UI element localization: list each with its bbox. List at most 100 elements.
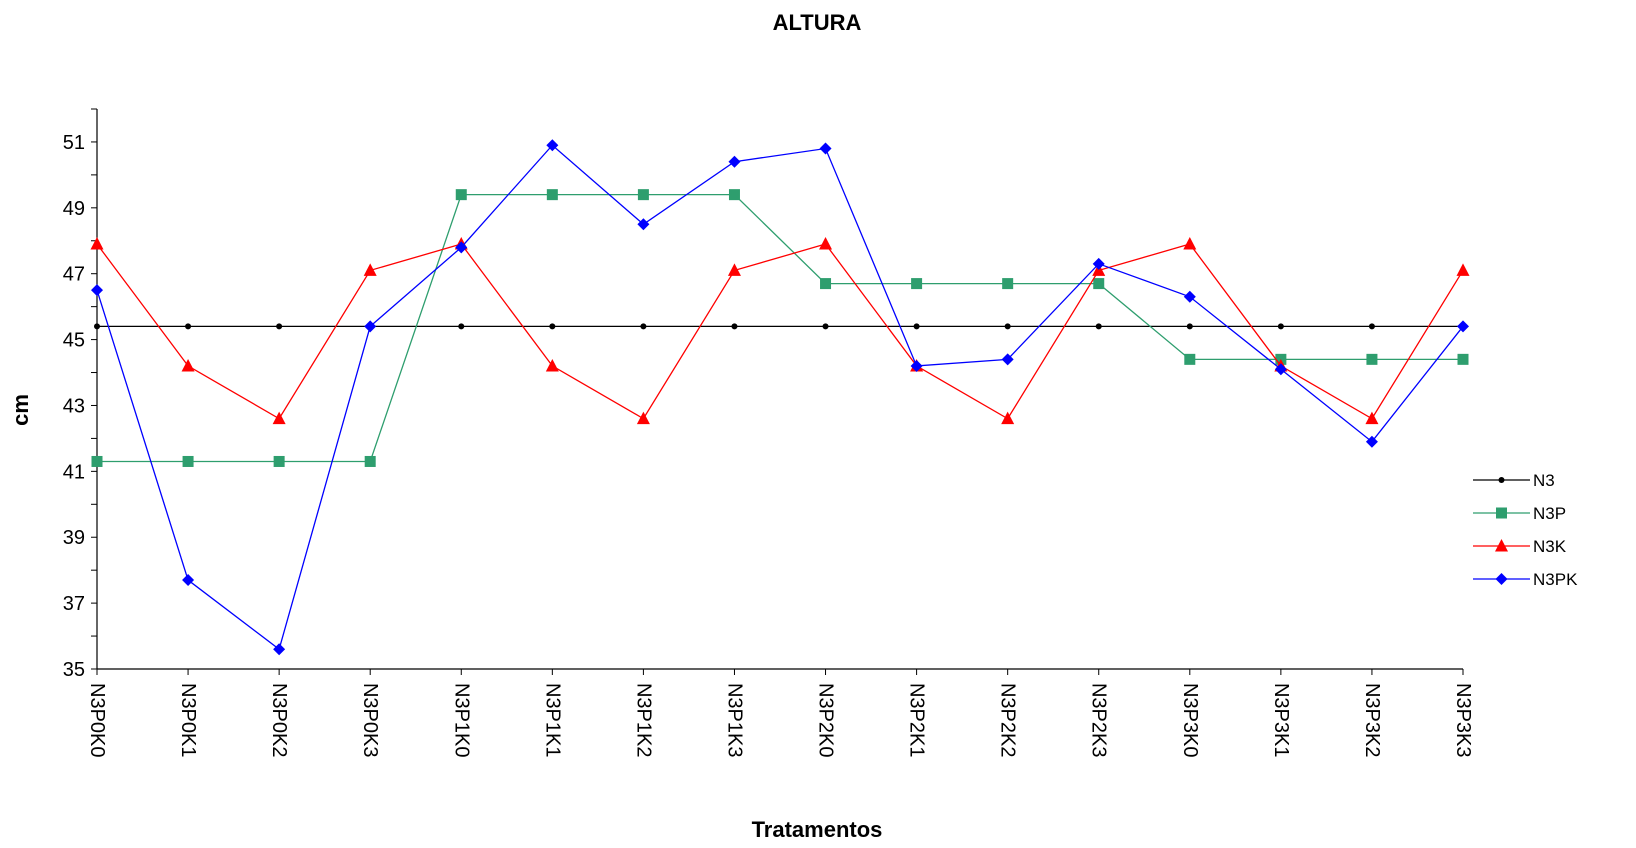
series-n3k-line bbox=[96, 243, 1464, 420]
series-n3pk-point bbox=[364, 320, 377, 333]
series-n3pk-point bbox=[910, 359, 923, 372]
legend-label: N3P bbox=[1533, 504, 1566, 523]
series-n3 bbox=[94, 323, 1466, 330]
legend-label: N3K bbox=[1533, 537, 1567, 556]
series-n3pk-point bbox=[1365, 435, 1378, 448]
series-n3k-point bbox=[363, 263, 377, 276]
x-tick-label: N3P2K1 bbox=[906, 683, 928, 758]
y-tick-label: 49 bbox=[63, 198, 85, 220]
series-n3p-point bbox=[728, 189, 740, 201]
x-tick-label: N3P1K3 bbox=[723, 683, 745, 758]
series-n3pk-point bbox=[819, 142, 832, 155]
y-tick-label: 39 bbox=[63, 527, 85, 549]
legend-item-n3p: N3P bbox=[1473, 504, 1566, 523]
series-n3p-point bbox=[637, 189, 649, 201]
x-tick-label: N3P2K2 bbox=[997, 683, 1019, 758]
series-n3-point bbox=[1277, 323, 1284, 330]
legend-item-n3k: N3K bbox=[1473, 537, 1567, 556]
y-tick-label: 45 bbox=[63, 330, 85, 352]
series-n3p-point bbox=[1457, 353, 1469, 365]
series-n3p-point bbox=[1002, 278, 1014, 290]
series-n3k-point bbox=[90, 237, 104, 250]
series-n3pk-point bbox=[728, 155, 741, 168]
x-tick-label: N3P3K1 bbox=[1270, 683, 1292, 758]
x-tick-label: N3P3K2 bbox=[1361, 683, 1383, 758]
series-n3pk-line bbox=[96, 144, 1464, 651]
series-n3-point bbox=[640, 323, 647, 330]
legend: N3 N3P N3K N3PK bbox=[1473, 471, 1578, 589]
series-n3pk-point bbox=[1274, 363, 1287, 376]
legend-marker bbox=[1498, 477, 1505, 483]
series-n3pk-point bbox=[455, 241, 468, 254]
y-tick-label: 41 bbox=[63, 461, 85, 483]
series-n3-point bbox=[94, 323, 100, 330]
series-n3k-point bbox=[1365, 411, 1379, 425]
series-n3-point bbox=[185, 323, 192, 330]
series-n3pk-point bbox=[91, 284, 103, 297]
chart-title: ALTURA bbox=[773, 10, 862, 35]
x-tick-label: N3P1K2 bbox=[632, 683, 654, 758]
series-n3pk-point bbox=[1092, 257, 1105, 270]
series-n3p-point bbox=[91, 455, 103, 467]
series-n3-point bbox=[1186, 323, 1193, 330]
legend-marker bbox=[1495, 573, 1508, 585]
series-n3k-point bbox=[1456, 263, 1470, 276]
y-tick-label: 47 bbox=[63, 264, 85, 286]
y-tick-label: 43 bbox=[63, 395, 85, 417]
x-tick-label: N3P0K3 bbox=[359, 683, 381, 758]
series-n3p-point bbox=[1184, 353, 1196, 365]
series-n3k-point bbox=[727, 263, 741, 276]
x-tick-label: N3P2K0 bbox=[815, 683, 837, 758]
series-n3p-point bbox=[1093, 278, 1105, 290]
series-n3k-point bbox=[1001, 411, 1015, 425]
y-axis-title: cm bbox=[8, 394, 33, 426]
series-n3pk bbox=[91, 139, 1469, 656]
series-n3pk-point bbox=[1457, 320, 1469, 333]
series-n3-point bbox=[276, 323, 283, 330]
series-n3pk-point bbox=[273, 643, 286, 656]
series-n3p-point bbox=[455, 189, 467, 201]
series-n3pk-point bbox=[182, 574, 195, 587]
series-n3p-point bbox=[546, 189, 558, 201]
series-n3-point bbox=[1004, 323, 1011, 330]
series-n3-point bbox=[822, 323, 829, 330]
x-tick-label: N3P0K2 bbox=[268, 683, 290, 758]
series-n3k-point bbox=[819, 237, 833, 250]
x-tick-label: N3P0K0 bbox=[86, 683, 108, 758]
series-n3p-point bbox=[1366, 353, 1378, 365]
series-n3-point bbox=[549, 323, 556, 330]
y-tick-label: 51 bbox=[63, 132, 85, 154]
x-tick-label: N3P2K3 bbox=[1088, 683, 1110, 758]
series-n3p-point bbox=[820, 278, 832, 290]
series-layer bbox=[90, 139, 1470, 656]
series-n3-point bbox=[458, 323, 465, 330]
series-n3p bbox=[91, 189, 1469, 467]
series-n3k-point bbox=[1183, 237, 1197, 250]
legend-marker bbox=[1496, 507, 1507, 519]
series-n3-point bbox=[1368, 323, 1375, 330]
series-n3p-line bbox=[97, 193, 1463, 463]
series-n3k-point bbox=[636, 411, 650, 425]
x-tick-label: N3P3K3 bbox=[1452, 683, 1474, 758]
legend-item-n3: N3 bbox=[1473, 471, 1555, 490]
x-axis-title: Tratamentos bbox=[752, 817, 883, 842]
legend-marker bbox=[1495, 539, 1508, 552]
series-n3p-point bbox=[911, 278, 923, 290]
legend-item-n3pk: N3PK bbox=[1473, 570, 1578, 589]
series-n3p-point bbox=[273, 455, 285, 467]
legend-label: N3PK bbox=[1533, 570, 1578, 589]
axes: 35 37 39 41 43 45 47 49 51 N3P0K0 N3P0K1 N3P0K2 N3P0… bbox=[63, 108, 1474, 758]
series-n3-point bbox=[731, 323, 738, 330]
x-tick-label: N3P3K0 bbox=[1179, 683, 1201, 758]
series-n3pk-point bbox=[637, 218, 650, 231]
series-n3pk-point bbox=[1183, 290, 1196, 303]
series-n3k-point bbox=[545, 358, 559, 372]
series-n3pk-point bbox=[546, 139, 559, 152]
x-tick-label: N3P0K1 bbox=[177, 683, 199, 758]
series-n3k-point bbox=[272, 411, 286, 425]
series-n3p-point bbox=[364, 455, 376, 467]
series-n3-point bbox=[1095, 323, 1102, 330]
series-n3pk-point bbox=[1001, 353, 1014, 366]
y-tick-label: 35 bbox=[63, 659, 85, 681]
